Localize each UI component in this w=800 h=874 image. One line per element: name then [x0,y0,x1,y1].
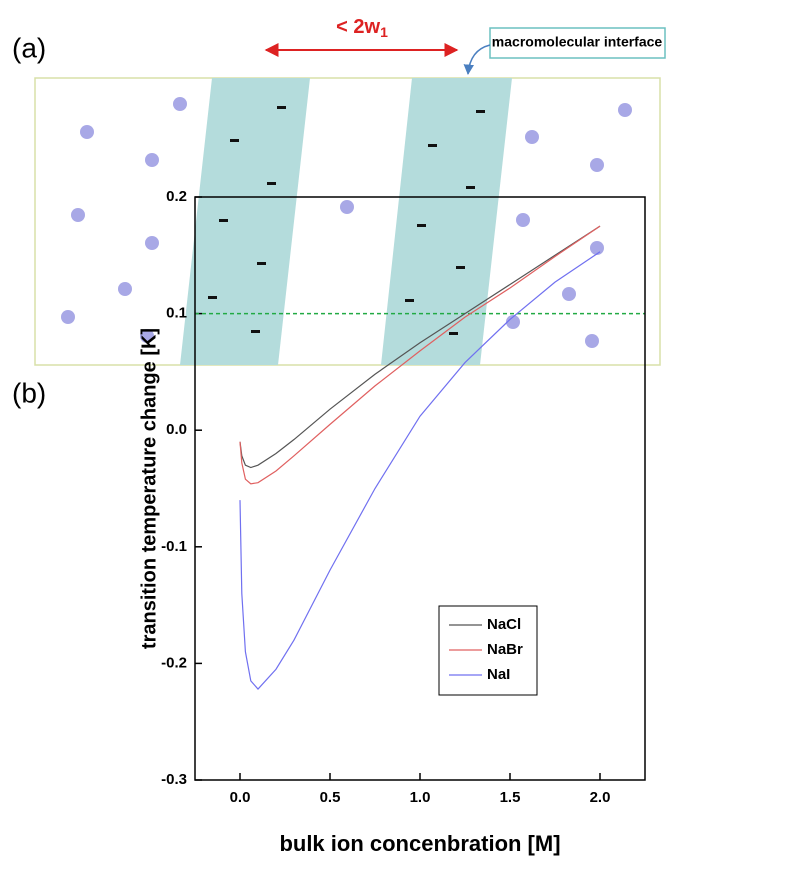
callout-arrow [463,44,491,76]
y-tick-label: -0.3 [161,771,187,788]
solution-box [34,77,661,366]
panel-label: (b) [12,377,46,408]
charges [208,106,485,335]
ions [61,97,632,348]
x-tick-label: 1.5 [500,789,521,806]
interface-band [381,78,512,365]
y-axis-label: transition temperature change [K] [138,328,160,649]
y-tick-label: 0.2 [166,188,187,205]
x-tick-label: 0.5 [320,789,341,806]
width-subscript: 1 [380,24,388,40]
series-line [239,225,601,485]
plot: -0.3 -0.2 -0.1 0.0 0.1 0.2 0.0 0.5 1.0 1.5 2.0 bulk… [138,188,646,856]
legend-label: NaCl [487,616,521,633]
panel-label: (a) [12,32,46,63]
y-tick-label: -0.1 [161,538,187,555]
y-tick-label: 0.1 [166,305,187,322]
width-text: < 2w [336,16,380,38]
y-tick-label: 0.0 [166,421,187,438]
series-line [239,251,601,690]
callout-label: macromolecular interface [492,34,663,50]
interface-band [180,78,310,365]
x-tick-label: 1.0 [410,789,431,806]
callout-box [489,27,666,59]
series-line [239,225,601,469]
x-tick-label: 2.0 [590,789,611,806]
plot-frame [194,196,646,781]
legend-label: NaBr [487,641,523,658]
x-tick-label: 0.0 [230,789,251,806]
y-tick-label: -0.2 [161,654,187,671]
x-axis-label: bulk ion concenbration [M] [279,831,560,856]
width-label: < 2w1 [336,16,388,39]
legend-label: NaI [487,666,510,683]
